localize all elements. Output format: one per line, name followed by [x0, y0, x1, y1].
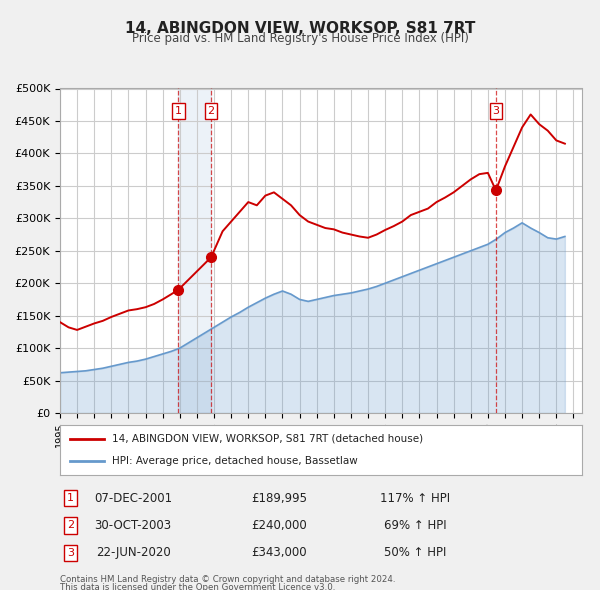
Text: 2: 2 — [208, 106, 215, 116]
Text: £343,000: £343,000 — [251, 546, 307, 559]
Text: 3: 3 — [67, 548, 74, 558]
Text: £189,995: £189,995 — [251, 491, 307, 504]
Bar — [178, 88, 211, 413]
Text: 3: 3 — [493, 106, 499, 116]
Text: Price paid vs. HM Land Registry's House Price Index (HPI): Price paid vs. HM Land Registry's House … — [131, 32, 469, 45]
Text: 69% ↑ HPI: 69% ↑ HPI — [383, 519, 446, 532]
Text: 1: 1 — [67, 493, 74, 503]
Text: 07-DEC-2001: 07-DEC-2001 — [94, 491, 172, 504]
Text: 30-OCT-2003: 30-OCT-2003 — [95, 519, 172, 532]
Text: 14, ABINGDON VIEW, WORKSOP, S81 7RT: 14, ABINGDON VIEW, WORKSOP, S81 7RT — [125, 21, 475, 35]
Text: 2: 2 — [67, 520, 74, 530]
Text: 117% ↑ HPI: 117% ↑ HPI — [380, 491, 450, 504]
Text: 14, ABINGDON VIEW, WORKSOP, S81 7RT (detached house): 14, ABINGDON VIEW, WORKSOP, S81 7RT (det… — [112, 434, 424, 444]
Text: 22-JUN-2020: 22-JUN-2020 — [96, 546, 170, 559]
Text: Contains HM Land Registry data © Crown copyright and database right 2024.: Contains HM Land Registry data © Crown c… — [60, 575, 395, 584]
Text: 50% ↑ HPI: 50% ↑ HPI — [384, 546, 446, 559]
Text: 1: 1 — [175, 106, 182, 116]
Text: HPI: Average price, detached house, Bassetlaw: HPI: Average price, detached house, Bass… — [112, 456, 358, 466]
Text: £240,000: £240,000 — [251, 519, 307, 532]
Text: This data is licensed under the Open Government Licence v3.0.: This data is licensed under the Open Gov… — [60, 583, 335, 590]
